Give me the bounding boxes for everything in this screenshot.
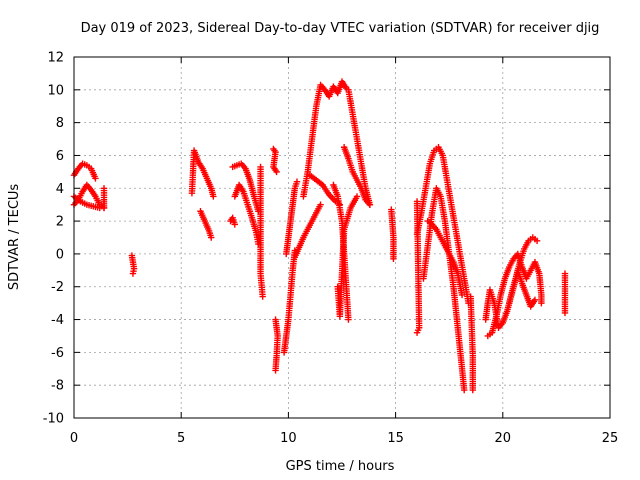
data-point [208, 234, 215, 241]
data-points [70, 78, 569, 394]
data-point [345, 316, 352, 323]
y-tick-labels: -10 -8 -6 -4 -2 0 2 4 6 8 10 12 [43, 51, 64, 427]
data-point [92, 175, 99, 182]
data-point [272, 367, 279, 374]
y-tick-label: -6 [51, 346, 64, 361]
data-point [538, 299, 545, 307]
x-tick-label: 25 [602, 431, 619, 446]
data-point [129, 270, 137, 277]
axis-ticks [73, 56, 611, 419]
x-tick-label: 10 [280, 431, 297, 446]
y-tick-label: -10 [43, 412, 64, 427]
y-tick-label: -4 [51, 313, 64, 328]
y-tick-label: -2 [51, 280, 64, 295]
y-tick-label: 10 [47, 83, 64, 98]
y-tick-label: 6 [56, 149, 64, 164]
data-point [413, 329, 421, 336]
data-point [467, 293, 474, 300]
data-point [366, 201, 374, 208]
y-tick-label: 8 [56, 116, 64, 131]
y-axis-label: SDTVAR / TECUs [7, 184, 22, 291]
data-point [561, 309, 569, 317]
x-tick-label: 0 [70, 431, 78, 446]
data-point [533, 237, 541, 244]
y-tick-label: 2 [56, 215, 64, 230]
data-point [531, 296, 539, 304]
chart-title: Day 019 of 2023, Sidereal Day-to-day VTE… [81, 21, 600, 36]
data-point [259, 293, 266, 300]
data-point [231, 221, 238, 228]
data-point [353, 193, 361, 200]
data-point [100, 204, 108, 212]
plot-frame [73, 56, 611, 419]
data-point [458, 291, 466, 299]
y-tick-label: 4 [56, 182, 64, 197]
y-tick-label: 0 [56, 247, 64, 262]
x-tick-labels: 0 5 10 15 20 25 [70, 431, 618, 446]
x-tick-label: 20 [495, 431, 512, 446]
y-tick-label: -8 [51, 379, 64, 394]
x-tick-label: 5 [177, 431, 185, 446]
data-point [293, 178, 301, 185]
data-point [317, 201, 324, 208]
data-point [461, 386, 468, 394]
data-point [273, 168, 280, 176]
data-point [390, 255, 397, 263]
x-axis-label: GPS time / hours [286, 459, 395, 474]
y-tick-label: 12 [47, 51, 64, 66]
data-point [210, 193, 217, 200]
x-tick-label: 15 [387, 431, 404, 446]
